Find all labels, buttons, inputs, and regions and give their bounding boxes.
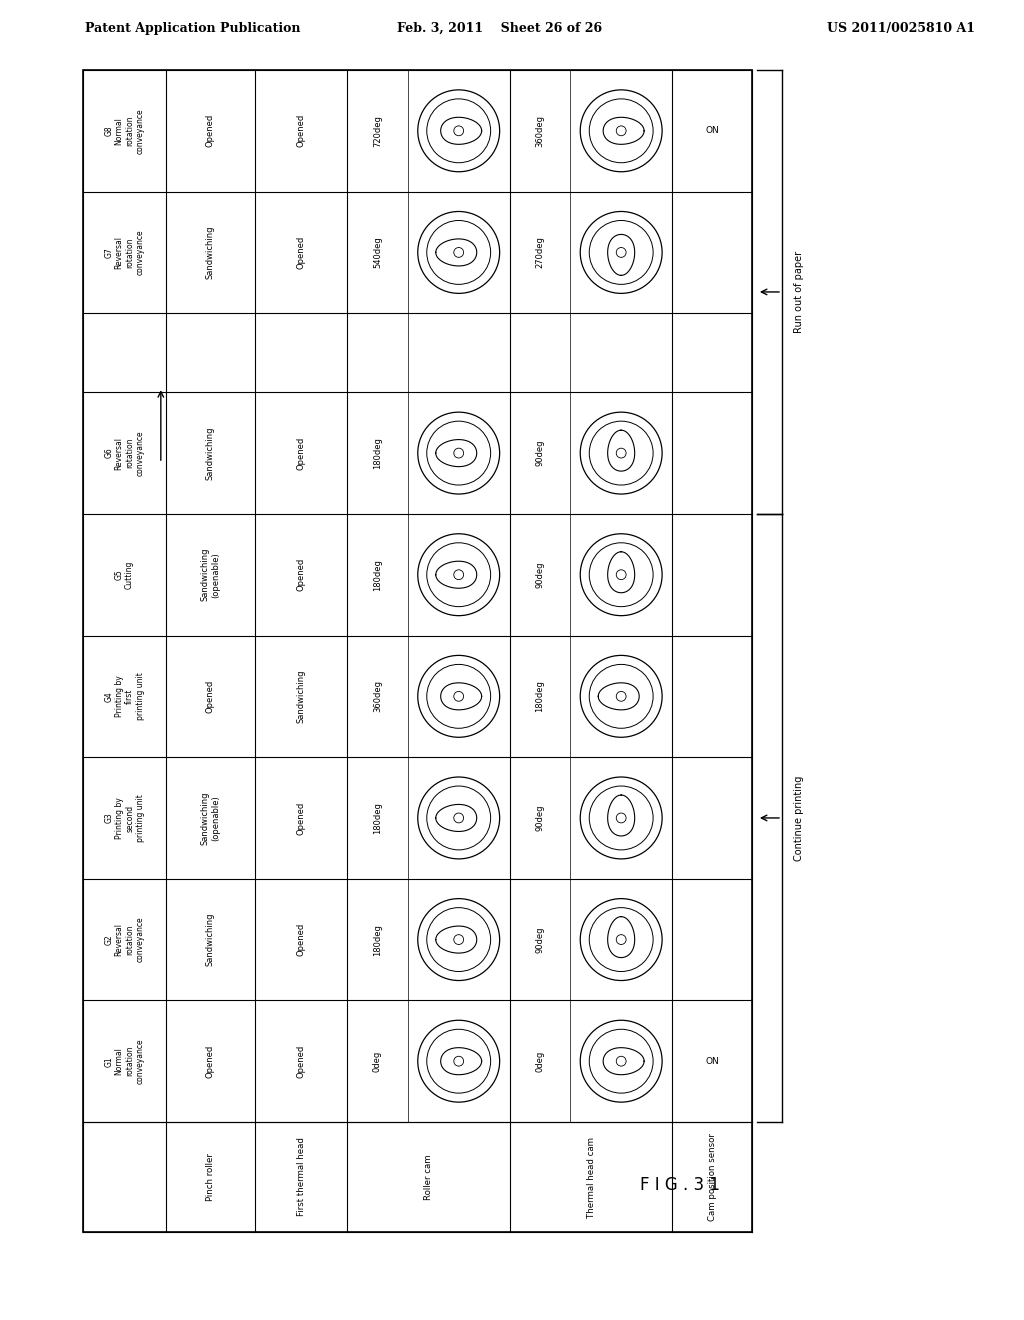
Text: G8
Normal
rotation
conveyance: G8 Normal rotation conveyance	[104, 108, 144, 153]
Circle shape	[454, 692, 464, 701]
Text: Opened: Opened	[297, 437, 306, 470]
Text: G5
Cutting: G5 Cutting	[115, 561, 134, 589]
Text: ON: ON	[706, 1057, 719, 1065]
Text: Pinch roller: Pinch roller	[206, 1154, 215, 1201]
Circle shape	[616, 692, 626, 701]
Text: First thermal head: First thermal head	[297, 1138, 306, 1217]
Text: Sandwiching: Sandwiching	[206, 226, 215, 279]
Text: Opened: Opened	[297, 558, 306, 591]
Circle shape	[616, 935, 626, 945]
Text: G7
Reversal
rotation
conveyance: G7 Reversal rotation conveyance	[104, 230, 144, 276]
Circle shape	[616, 248, 626, 257]
Circle shape	[616, 125, 626, 136]
Circle shape	[616, 813, 626, 822]
Circle shape	[454, 935, 464, 945]
Text: Opened: Opened	[206, 1044, 215, 1078]
Text: Opened: Opened	[297, 115, 306, 148]
Circle shape	[454, 570, 464, 579]
Text: Run out of paper: Run out of paper	[794, 251, 804, 333]
Text: 90deg: 90deg	[536, 440, 545, 466]
Text: 0deg: 0deg	[373, 1051, 382, 1072]
Text: Opened: Opened	[297, 236, 306, 269]
Circle shape	[454, 813, 464, 822]
Text: Sandwiching: Sandwiching	[297, 669, 306, 723]
Circle shape	[454, 449, 464, 458]
Text: 90deg: 90deg	[536, 927, 545, 953]
Text: 90deg: 90deg	[536, 561, 545, 587]
Text: ON: ON	[706, 127, 719, 136]
Text: Opened: Opened	[297, 923, 306, 956]
Circle shape	[454, 248, 464, 257]
Text: Opened: Opened	[297, 1044, 306, 1078]
Text: 180deg: 180deg	[373, 558, 382, 590]
Circle shape	[454, 1056, 464, 1067]
Circle shape	[616, 449, 626, 458]
Text: 540deg: 540deg	[373, 236, 382, 268]
Text: 180deg: 180deg	[373, 924, 382, 956]
Text: Opened: Opened	[297, 801, 306, 834]
Circle shape	[616, 1056, 626, 1067]
Text: Cam position sensor: Cam position sensor	[708, 1133, 717, 1221]
Text: Sandwiching
(openable): Sandwiching (openable)	[201, 791, 220, 845]
Text: Continue printing: Continue printing	[794, 775, 804, 861]
Text: G4
Printing by
first
printing unit: G4 Printing by first printing unit	[104, 672, 144, 721]
Text: G6
Reversal
rotation
conveyance: G6 Reversal rotation conveyance	[104, 430, 144, 477]
Text: 360deg: 360deg	[373, 680, 382, 713]
Text: G2
Reversal
rotation
conveyance: G2 Reversal rotation conveyance	[104, 917, 144, 962]
Text: 0deg: 0deg	[536, 1051, 545, 1072]
Text: F I G . 3 1: F I G . 3 1	[640, 1176, 720, 1195]
Text: Patent Application Publication: Patent Application Publication	[85, 22, 300, 36]
Text: G3
Printing by
second
printing unit: G3 Printing by second printing unit	[104, 795, 144, 842]
Text: 360deg: 360deg	[536, 115, 545, 147]
Text: 270deg: 270deg	[536, 236, 545, 268]
Text: US 2011/0025810 A1: US 2011/0025810 A1	[827, 22, 975, 36]
Text: Sandwiching: Sandwiching	[206, 913, 215, 966]
Text: Opened: Opened	[206, 115, 215, 148]
Text: Opened: Opened	[206, 680, 215, 713]
Circle shape	[454, 125, 464, 136]
Text: Sandwiching: Sandwiching	[206, 426, 215, 480]
Text: 90deg: 90deg	[536, 805, 545, 832]
Text: 180deg: 180deg	[373, 437, 382, 469]
Text: 720deg: 720deg	[373, 115, 382, 147]
Text: Thermal head cam: Thermal head cam	[587, 1137, 596, 1217]
Text: Roller cam: Roller cam	[424, 1154, 433, 1200]
Circle shape	[616, 570, 626, 579]
Text: 180deg: 180deg	[373, 803, 382, 834]
Text: 180deg: 180deg	[536, 680, 545, 713]
Text: Feb. 3, 2011    Sheet 26 of 26: Feb. 3, 2011 Sheet 26 of 26	[397, 22, 602, 36]
Bar	[83, 70, 752, 1232]
Text: Sandwiching
(openable): Sandwiching (openable)	[201, 548, 220, 602]
Text: G1
Normal
rotation
conveyance: G1 Normal rotation conveyance	[104, 1039, 144, 1084]
